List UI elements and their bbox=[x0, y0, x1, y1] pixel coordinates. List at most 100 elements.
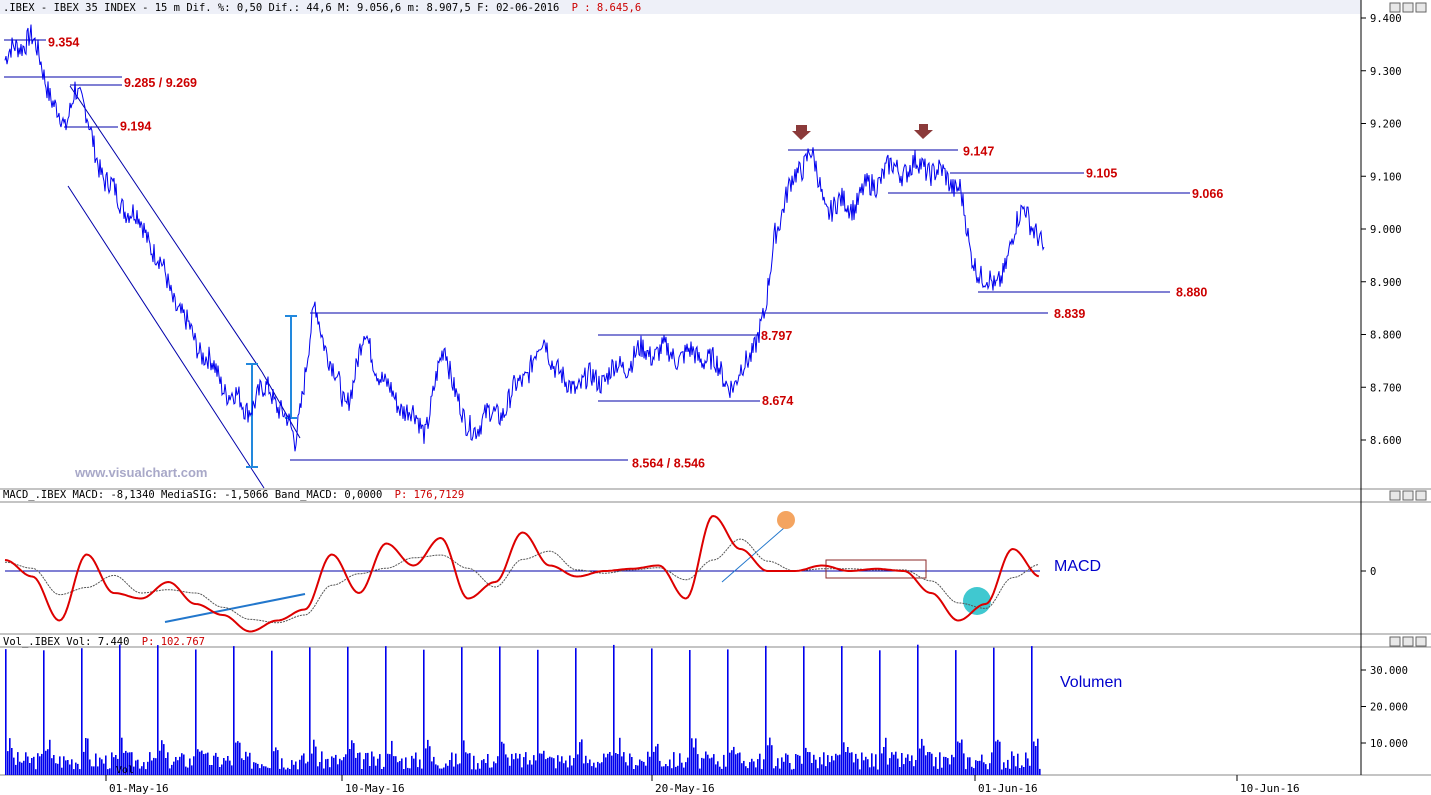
volume-bar bbox=[177, 760, 179, 775]
volume-bar bbox=[459, 763, 461, 775]
minimize-icon[interactable] bbox=[1389, 2, 1401, 13]
level-label: 9.066 bbox=[1192, 187, 1223, 201]
volume-bar bbox=[409, 768, 411, 775]
volume-bar bbox=[343, 757, 345, 775]
volume-bar bbox=[17, 752, 19, 775]
volume-bar bbox=[963, 753, 965, 775]
volume-bar bbox=[809, 752, 811, 775]
volume-bar bbox=[545, 759, 547, 775]
macd-y-axis: 0 bbox=[1361, 566, 1376, 578]
volume-bar bbox=[335, 754, 337, 775]
maximize-icon[interactable] bbox=[1402, 636, 1414, 647]
volume-bar bbox=[935, 757, 937, 775]
volume-bar bbox=[1021, 765, 1023, 775]
volume-bar bbox=[647, 751, 649, 775]
volume-bar bbox=[629, 753, 631, 775]
level-label: 9.354 bbox=[48, 35, 79, 49]
minimize-icon[interactable] bbox=[1389, 490, 1401, 501]
volume-bar bbox=[699, 768, 701, 775]
volume-bar bbox=[927, 752, 929, 775]
volume-bar bbox=[267, 767, 269, 775]
volume-bar bbox=[319, 762, 321, 775]
volume-bar bbox=[141, 766, 143, 775]
volume-bar bbox=[131, 752, 133, 775]
volume-bar bbox=[725, 766, 727, 775]
maximize-icon[interactable] bbox=[1402, 490, 1414, 501]
volume-bar bbox=[119, 644, 121, 775]
volume-bar bbox=[337, 764, 339, 775]
volume-bar bbox=[745, 766, 747, 775]
volume-bar bbox=[867, 759, 869, 775]
volume-bar bbox=[763, 759, 765, 775]
volume-bar bbox=[945, 757, 947, 775]
volume-bar bbox=[149, 752, 151, 775]
volume-bar bbox=[607, 753, 609, 775]
volume-bar bbox=[573, 758, 575, 775]
volume-bar bbox=[913, 766, 915, 775]
volume-bar bbox=[213, 755, 215, 775]
volume-bar bbox=[637, 765, 639, 775]
volume-bar bbox=[165, 758, 167, 775]
vol-header-text: Vol_.IBEX Vol: 7.440 bbox=[3, 636, 129, 648]
volume-bar bbox=[687, 757, 689, 775]
volume-window-controls[interactable] bbox=[1389, 636, 1427, 647]
volume-bar bbox=[811, 763, 813, 775]
volume-bar bbox=[529, 760, 531, 775]
volume-bar bbox=[399, 761, 401, 775]
volume-bar bbox=[133, 766, 135, 775]
volume-bar bbox=[195, 649, 197, 775]
volume-bar bbox=[99, 757, 101, 775]
volume-bar bbox=[755, 767, 757, 775]
volume-bar bbox=[909, 761, 911, 775]
volume-bar bbox=[821, 764, 823, 775]
volume-bar bbox=[571, 765, 573, 775]
volume-bar bbox=[793, 768, 795, 775]
volume-bar bbox=[367, 752, 369, 775]
volume-bar bbox=[515, 753, 517, 775]
volume-bar bbox=[489, 767, 491, 775]
volume-bar bbox=[961, 739, 963, 775]
volume-bar bbox=[531, 764, 533, 775]
volume-bar bbox=[235, 742, 237, 775]
volume-bar bbox=[237, 741, 239, 775]
close-icon[interactable] bbox=[1415, 490, 1427, 501]
volume-bar bbox=[253, 762, 255, 775]
volume-bar bbox=[435, 764, 437, 775]
volume-bar bbox=[783, 761, 785, 775]
volume-bar bbox=[955, 650, 957, 775]
macd-window-controls[interactable] bbox=[1389, 490, 1427, 501]
volume-bar bbox=[707, 754, 709, 775]
volume-bar bbox=[239, 742, 241, 775]
volume-bar bbox=[547, 757, 549, 775]
level-label: 8.674 bbox=[762, 394, 793, 408]
volume-bar bbox=[769, 737, 771, 775]
volume-bar bbox=[321, 751, 323, 775]
volume-bar bbox=[137, 759, 139, 775]
volume-bar bbox=[125, 750, 127, 775]
close-icon[interactable] bbox=[1415, 636, 1427, 647]
volume-bar bbox=[89, 759, 91, 775]
volume-bar bbox=[189, 758, 191, 775]
volume-bar bbox=[565, 760, 567, 775]
volume-bar bbox=[911, 755, 913, 775]
channel-lower-line bbox=[67, 185, 265, 489]
channel-upper-line bbox=[69, 85, 263, 373]
volume-bar bbox=[805, 747, 807, 775]
volume-bar bbox=[741, 763, 743, 775]
volume-bar bbox=[497, 756, 499, 775]
volume-bar bbox=[93, 766, 95, 775]
volume-bar bbox=[835, 753, 837, 775]
volume-bar bbox=[679, 753, 681, 775]
volume-bar bbox=[761, 769, 763, 775]
volume-bar bbox=[1019, 768, 1021, 775]
volume-bar bbox=[243, 760, 245, 775]
volume-bar bbox=[953, 757, 955, 775]
volume-bar bbox=[211, 765, 213, 775]
volume-bar bbox=[521, 767, 523, 775]
maximize-icon[interactable] bbox=[1402, 2, 1414, 13]
price-window-controls[interactable] bbox=[1389, 2, 1427, 13]
price-y-axis: 9.400 9.300 9.200 9.100 9.000 8.900 8.800 8.700… bbox=[1361, 13, 1402, 447]
minimize-icon[interactable] bbox=[1389, 636, 1401, 647]
volume-bar bbox=[289, 769, 291, 775]
close-icon[interactable] bbox=[1415, 2, 1427, 13]
